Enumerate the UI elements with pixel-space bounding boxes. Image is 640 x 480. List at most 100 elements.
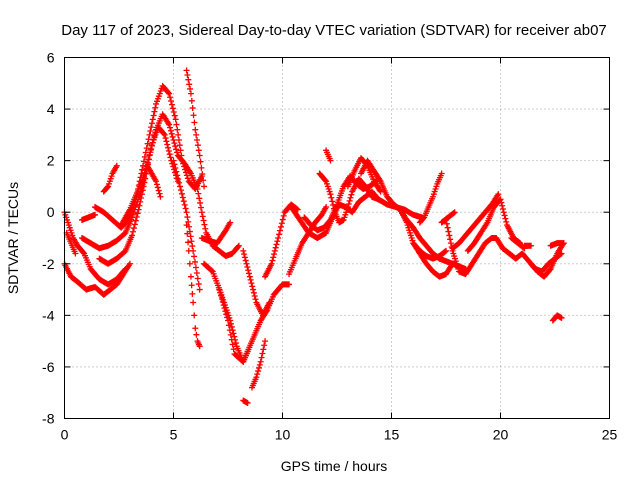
series-track32 [438, 209, 458, 226]
data-point [132, 217, 139, 224]
data-point [154, 184, 161, 191]
grid-layer [64, 57, 610, 419]
series-track27 [397, 206, 469, 272]
data-point [443, 220, 450, 227]
data-point [244, 264, 251, 271]
data-point [420, 215, 427, 222]
data-point [196, 195, 203, 202]
data-point [137, 198, 144, 205]
data-point [217, 289, 224, 296]
data-point [104, 184, 111, 191]
series-track9 [118, 162, 164, 229]
data-point [250, 289, 257, 296]
y-tick-label: 0 [47, 204, 55, 220]
data-point [172, 165, 179, 172]
data-point [235, 242, 242, 249]
data-point [375, 196, 382, 203]
data-point [322, 177, 329, 184]
data-point [171, 140, 178, 147]
data-point [183, 209, 190, 216]
data-point [161, 131, 168, 138]
data-point [327, 191, 334, 198]
data-point [227, 331, 234, 338]
data-point [245, 267, 252, 274]
data-point [185, 76, 192, 83]
data-point [234, 243, 241, 250]
data-point [194, 142, 201, 149]
data-marks [61, 67, 567, 407]
data-point [165, 144, 172, 151]
data-point [196, 152, 203, 159]
series-track2 [61, 209, 129, 288]
chart-title: Day 117 of 2023, Sidereal Day-to-day VTE… [61, 22, 607, 39]
data-point [240, 247, 247, 254]
data-point [147, 146, 154, 153]
data-point [184, 72, 191, 79]
data-point [194, 137, 201, 144]
data-point [253, 374, 260, 381]
tick-layer: 0 5 10 15 20 25 -8 -6 -4 -2 0 2 4 6 [42, 50, 617, 443]
data-point [141, 153, 148, 160]
data-point [144, 140, 151, 147]
data-point [195, 190, 202, 197]
data-point [153, 178, 160, 185]
data-point [503, 218, 510, 225]
data-point [80, 249, 87, 256]
data-point [231, 333, 238, 340]
data-point [195, 147, 202, 154]
data-point [232, 340, 239, 347]
series-track33 [449, 191, 502, 252]
data-point [180, 198, 187, 205]
data-point [243, 260, 250, 267]
data-point [443, 247, 449, 254]
data-point [187, 273, 194, 280]
data-point [197, 204, 204, 211]
data-point [286, 281, 293, 288]
data-point [178, 190, 185, 197]
data-point [501, 212, 508, 219]
data-point [223, 311, 230, 318]
data-point [186, 81, 193, 88]
data-point [164, 141, 171, 148]
data-point [121, 266, 128, 273]
data-point [444, 224, 451, 231]
data-point [272, 244, 279, 251]
data-point [198, 209, 205, 216]
data-point [193, 131, 200, 138]
series-track29 [416, 170, 445, 226]
data-point [173, 146, 180, 153]
data-point [196, 286, 203, 293]
data-point [199, 213, 206, 220]
data-point [92, 211, 99, 218]
data-point [228, 336, 235, 343]
data-point [450, 209, 457, 216]
data-point [173, 121, 180, 128]
y-tick-label: -6 [42, 359, 55, 375]
data-point [157, 193, 164, 200]
series-track16 [240, 247, 273, 319]
y-tick-label: -2 [42, 256, 55, 272]
data-point [495, 191, 502, 198]
data-point [171, 161, 178, 168]
data-point [499, 205, 506, 212]
data-point [179, 194, 186, 201]
data-point [268, 260, 275, 267]
data-point [153, 181, 160, 188]
data-point [184, 214, 191, 221]
data-point [136, 202, 143, 209]
data-point [497, 196, 504, 203]
data-point [167, 127, 174, 134]
data-point [135, 206, 142, 213]
data-point [188, 97, 195, 104]
data-point [218, 295, 225, 302]
data-point [447, 236, 454, 243]
series-track3 [63, 229, 79, 257]
x-tick-label: 5 [170, 427, 178, 443]
data-point [226, 327, 233, 334]
data-point [446, 232, 453, 239]
data-point [344, 204, 351, 211]
data-point [193, 269, 200, 276]
data-point [259, 350, 266, 357]
data-point [187, 90, 194, 97]
series-track28 [410, 240, 449, 262]
